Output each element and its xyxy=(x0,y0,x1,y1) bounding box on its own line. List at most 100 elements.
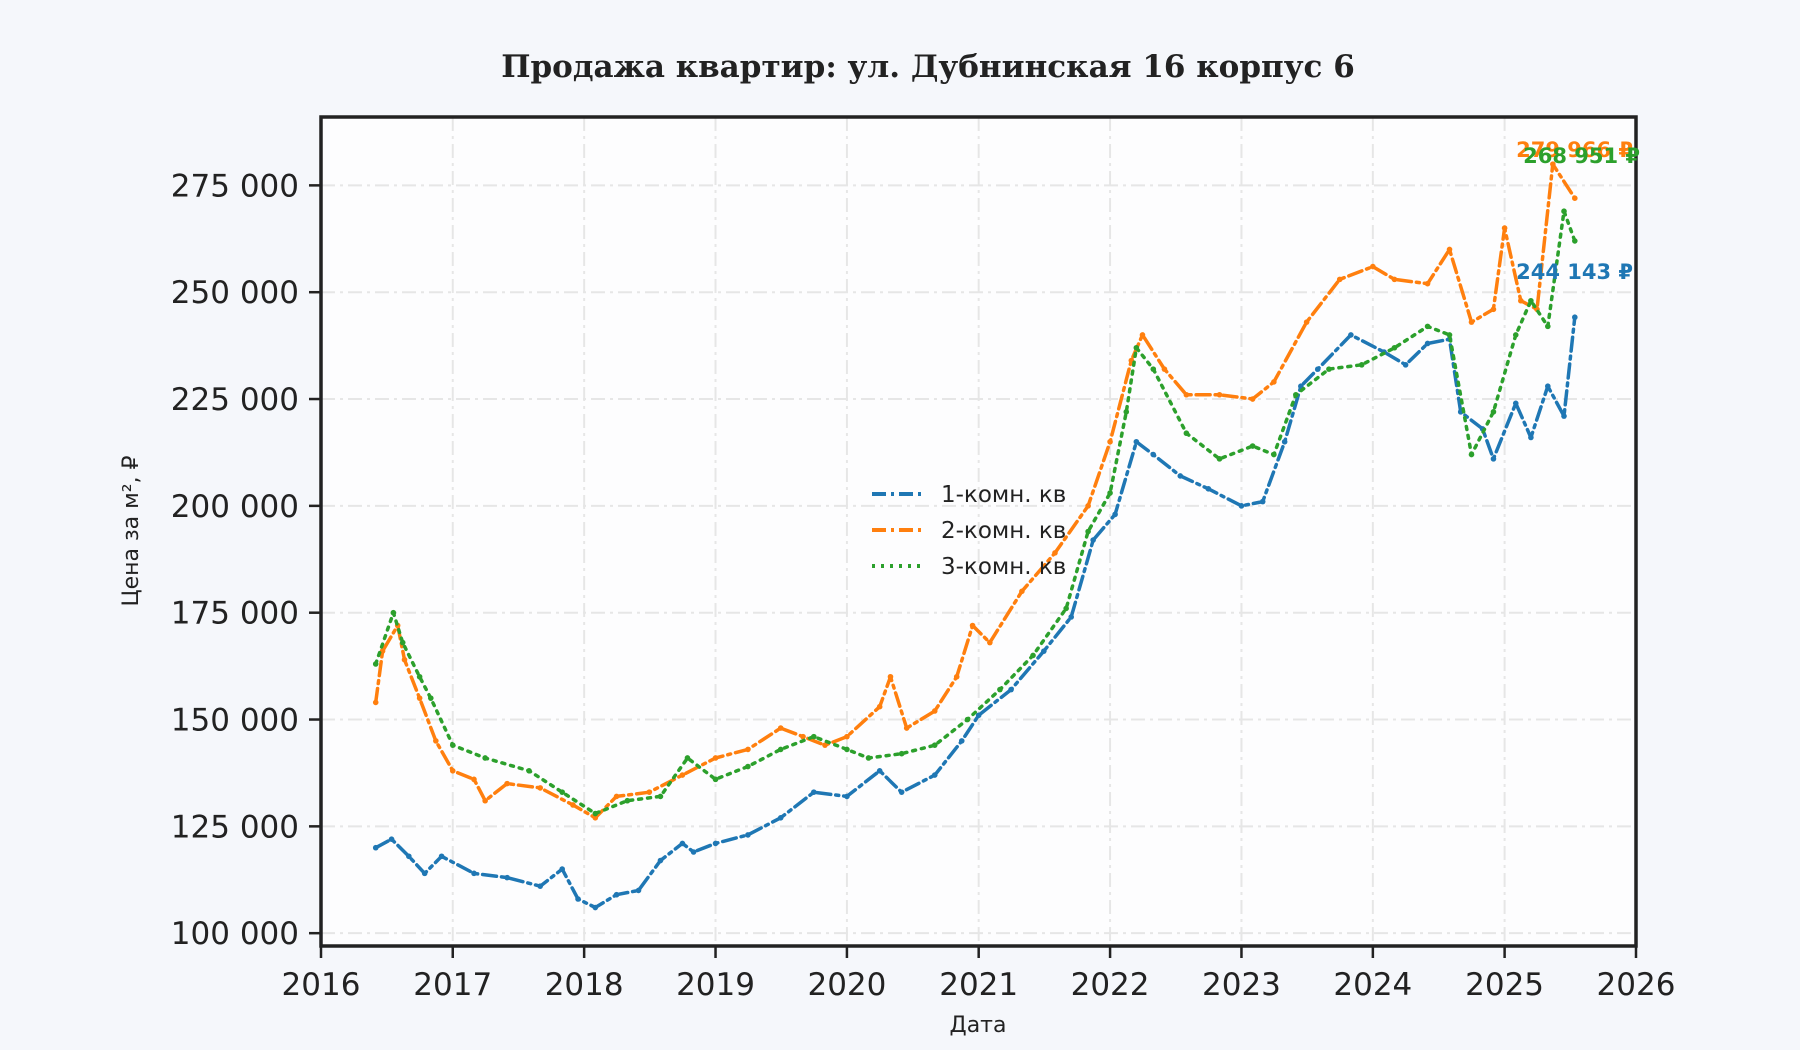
axis-ticks: 100 000 125 000 150 000 175 000 200 000 225 0… xyxy=(171,168,1676,1003)
data-point xyxy=(1424,340,1431,347)
data-point xyxy=(537,785,544,791)
series-2-room xyxy=(372,161,1578,821)
y-tick-label: 275 000 xyxy=(171,168,299,204)
x-tick-label: 2016 xyxy=(282,967,361,1003)
data-point xyxy=(1512,332,1519,338)
data-point xyxy=(1402,362,1409,368)
data-point xyxy=(975,712,982,719)
data-point xyxy=(1063,605,1069,612)
x-tick-label: 2023 xyxy=(1202,967,1281,1003)
data-point xyxy=(421,870,428,877)
data-point xyxy=(592,810,599,817)
data-point xyxy=(1177,473,1184,479)
data-point xyxy=(1358,362,1365,368)
series-1-room xyxy=(372,314,1578,911)
y-tick-label: 250 000 xyxy=(171,275,299,311)
data-point xyxy=(1424,323,1431,330)
data-point xyxy=(372,661,379,667)
data-point xyxy=(844,733,850,740)
data-point xyxy=(712,755,719,761)
y-axis-label: Цена за м², ₽ xyxy=(119,455,144,606)
data-point xyxy=(969,622,976,629)
data-point xyxy=(1205,485,1212,492)
data-point xyxy=(416,695,423,701)
data-point xyxy=(537,883,544,889)
data-point xyxy=(1336,276,1343,283)
data-point xyxy=(657,857,664,864)
data-point xyxy=(1370,263,1376,270)
end-value-label-3room: 268 951 ₽ xyxy=(1523,144,1640,168)
x-tick-label: 2018 xyxy=(545,967,624,1003)
legend-item: 2-комн. кв xyxy=(872,518,1066,544)
data-point xyxy=(1303,319,1310,325)
data-point xyxy=(1085,528,1091,535)
data-point xyxy=(504,874,510,881)
data-point xyxy=(372,844,379,851)
data-point xyxy=(1490,306,1497,313)
data-point xyxy=(1150,451,1157,458)
x-tick-label: 2017 xyxy=(413,967,492,1003)
data-point xyxy=(745,832,751,838)
data-point xyxy=(865,755,872,761)
data-point xyxy=(635,887,642,894)
legend-item: 1-комн. кв xyxy=(872,482,1066,508)
data-point xyxy=(471,870,477,877)
data-point xyxy=(964,716,971,723)
data-point xyxy=(449,742,456,748)
legend-item: 3-комн. кв xyxy=(872,554,1066,580)
y-tick-label: 125 000 xyxy=(171,809,299,845)
data-point xyxy=(1281,438,1288,445)
data-point xyxy=(1293,391,1299,398)
data-point xyxy=(811,789,817,795)
data-point xyxy=(1085,503,1091,509)
x-tick-label: 2026 xyxy=(1597,967,1676,1003)
data-point xyxy=(712,840,719,847)
x-tick-label: 2024 xyxy=(1333,967,1412,1003)
data-point xyxy=(987,639,993,646)
data-point xyxy=(1446,246,1453,253)
data-point xyxy=(559,789,565,795)
data-point xyxy=(1572,238,1578,244)
data-point xyxy=(482,797,488,804)
data-point xyxy=(1150,366,1157,372)
data-point xyxy=(1183,391,1190,398)
data-point xyxy=(433,738,439,744)
data-point xyxy=(1348,332,1354,338)
data-point xyxy=(1271,379,1277,385)
legend-label: 2-комн. кв xyxy=(941,518,1066,544)
data-point xyxy=(679,772,686,778)
data-point xyxy=(592,815,599,821)
data-point xyxy=(1052,550,1058,556)
data-point xyxy=(471,776,477,783)
x-axis-label: Дата xyxy=(950,1013,1007,1038)
data-point xyxy=(1107,490,1113,496)
data-point xyxy=(482,755,488,761)
data-point xyxy=(372,699,379,706)
data-point xyxy=(1391,276,1398,283)
data-point xyxy=(953,673,960,680)
data-point xyxy=(690,849,697,855)
x-tick-label: 2020 xyxy=(807,967,886,1003)
data-point xyxy=(1518,297,1524,304)
data-point xyxy=(1123,409,1130,415)
data-point xyxy=(624,797,631,804)
data-point xyxy=(438,853,445,860)
data-point xyxy=(844,746,850,753)
y-tick-label: 225 000 xyxy=(171,382,299,418)
data-point xyxy=(903,725,910,731)
data-point xyxy=(1490,409,1497,415)
data-point xyxy=(1326,366,1332,372)
data-point xyxy=(1139,332,1146,338)
chart-title: Продажа квартир: ул. Дубнинская 16 корпу… xyxy=(501,49,1355,85)
data-point xyxy=(679,840,686,847)
data-point xyxy=(390,609,397,616)
data-point xyxy=(887,673,894,680)
data-point xyxy=(1561,208,1567,215)
data-point xyxy=(399,639,406,646)
legend-label: 1-комн. кв xyxy=(941,482,1066,508)
data-point xyxy=(388,836,395,842)
x-tick-label: 2019 xyxy=(676,967,755,1003)
data-point xyxy=(575,896,581,902)
